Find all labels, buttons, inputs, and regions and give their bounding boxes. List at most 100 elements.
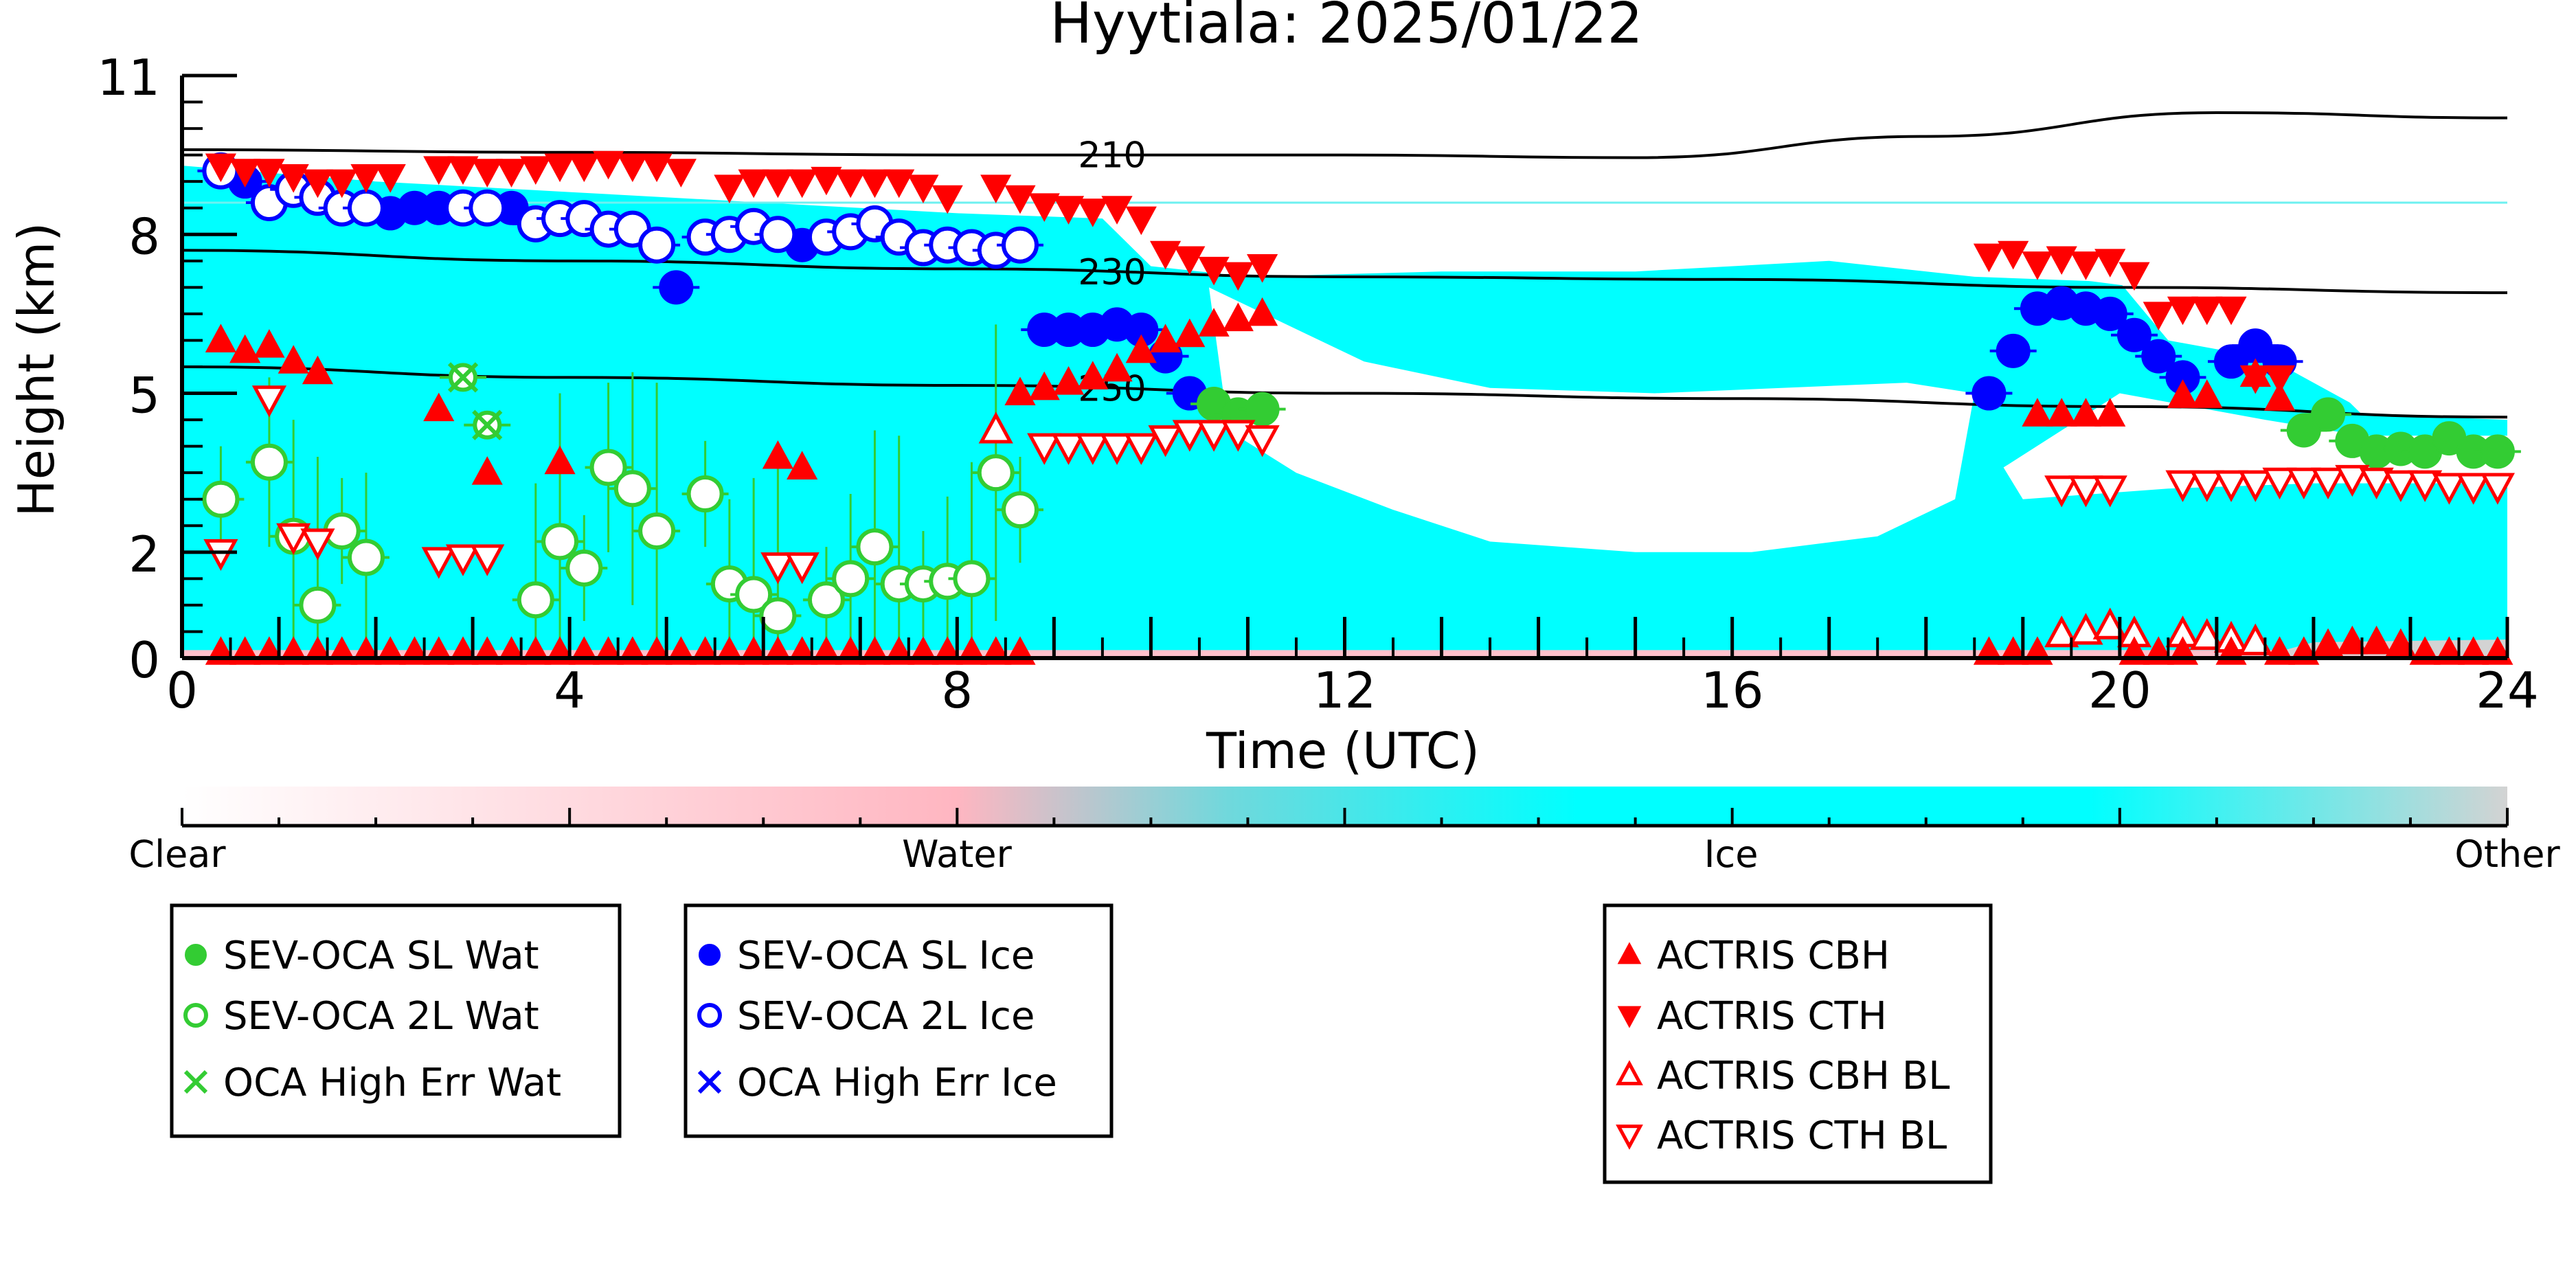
marker-actris-cth (617, 153, 648, 183)
marker-actris-cth (447, 156, 479, 185)
data-markers (197, 150, 2521, 665)
marker-actris-cth (2143, 302, 2174, 331)
marker-actris-cth (1004, 185, 1036, 214)
legend-label-actris-cth-bl: ACTRIS CTH BL (1657, 1114, 1947, 1158)
legend-marker-actris-cth-bl (1616, 1125, 1643, 1150)
marker-actris-cth (1149, 240, 1182, 270)
marker-actris-cbh (278, 345, 309, 374)
marker-actris-cbh (544, 445, 576, 475)
marker-sev-oca-sl-wat (2311, 397, 2346, 432)
marker-actris-cbh (229, 334, 261, 363)
marker-actris-cbh (1028, 371, 1060, 400)
legend-marker-actris-cbh (1617, 942, 1642, 964)
marker-sev-oca-sl-ice (659, 270, 694, 305)
marker-sev-oca-2l-wat (565, 549, 603, 587)
marker-actris-cth-bl (2480, 473, 2515, 505)
marker-actris-cbh (2070, 398, 2102, 427)
marker-sev-oca-2l-ice (347, 189, 385, 227)
marker-actris-cbh (1198, 308, 1230, 337)
marker-actris-cbh-bl (2068, 613, 2103, 645)
x-tick-label: 0 (166, 662, 198, 719)
marker-actris-cth (495, 159, 528, 188)
marker-actris-cbh (787, 451, 818, 479)
legend-label-sev-oca-sl-wat: SEV-OCA SL Wat (223, 934, 539, 978)
marker-actris-cth-bl (2262, 467, 2297, 499)
marker-actris-cth-bl (421, 547, 456, 579)
y-tick-label: 0 (128, 631, 160, 689)
marker-actris-cth (2070, 251, 2102, 280)
marker-actris-cth-bl (1099, 433, 1135, 465)
marker-actris-cth-bl (2213, 470, 2249, 502)
marker-sev-oca-sl-wat (2286, 413, 2321, 448)
marker-sev-oca-2l-wat (299, 586, 337, 624)
marker-oca-high-err-wat (472, 409, 503, 440)
marker-sev-oca-sl-ice (1971, 376, 2007, 411)
y-tick-label: 5 (128, 367, 160, 425)
y-tick-label: 2 (128, 526, 160, 583)
legend-marker-actris-cbh-bl (1616, 1060, 1643, 1085)
marker-actris-cth (787, 169, 818, 199)
marker-actris-cth (2215, 296, 2247, 326)
legend-box-water (170, 903, 622, 1138)
marker-actris-cth-bl (1148, 425, 1183, 457)
legends: SEV-OCA SL Wat SEV-OCA 2L Wat OCA High Err… (170, 903, 1993, 1184)
marker-actris-cbh (1052, 366, 1085, 395)
x-axis-label: Time (UTC) (1206, 722, 1480, 780)
marker-actris-cbh (1077, 361, 1109, 389)
marker-sev-oca-2l-wat (202, 480, 240, 518)
marker-actris-cth (1028, 193, 1060, 222)
marker-actris-cbh-bl (2092, 607, 2127, 640)
x-tick-label: 8 (941, 662, 973, 719)
marker-sev-oca-2l-ice (759, 216, 797, 253)
marker-actris-cth (1174, 246, 1206, 275)
marker-actris-cth-bl (2092, 475, 2127, 508)
marker-actris-cth (907, 174, 939, 203)
legend-label-sev-oca-sl-ice: SEV-OCA SL Ice (737, 934, 1035, 978)
y-tick-label: 8 (128, 207, 160, 265)
marker-sev-oca-2l-wat (759, 597, 797, 635)
legend-marker-actris-cth (1617, 1006, 1642, 1028)
marker-actris-cth (205, 153, 236, 183)
marker-sev-oca-sl-ice (2141, 339, 2176, 374)
marker-sev-oca-2l-wat (589, 449, 627, 486)
legend-marker-sev-oca-sl-ice (699, 944, 721, 966)
contour-line-250 (181, 365, 2508, 419)
colorbar: Clear Water Ice Other (128, 787, 2560, 876)
marker-sev-oca-sl-wat (2480, 434, 2515, 469)
marker-actris-cbh (1004, 376, 1036, 406)
marker-actris-cth-bl (2238, 470, 2273, 502)
marker-sev-oca-2l-wat (953, 560, 991, 598)
marker-sev-oca-sl-ice (2092, 296, 2127, 331)
marker-actris-cth (883, 169, 915, 199)
marker-actris-cbh (1174, 318, 1206, 348)
marker-actris-cth-bl (2068, 475, 2103, 508)
x-tick-label: 24 (2476, 662, 2539, 719)
marker-actris-cth (2239, 365, 2271, 394)
marker-actris-cbh-bl (2238, 623, 2273, 655)
marker-sev-oca-2l-ice (468, 189, 506, 227)
marker-actris-cth (2046, 246, 2077, 275)
marker-sev-oca-2l-wat (347, 539, 385, 576)
colorbar-label-ice: Ice (1704, 833, 1759, 876)
marker-actris-cbh (2191, 379, 2223, 408)
marker-actris-cth-bl (2408, 470, 2443, 502)
axes: 0 2 5 8 11 0 4 8 12 16 20 24 (97, 49, 2538, 719)
contour-label-210: 210 (1078, 135, 1146, 177)
x-tick-label: 20 (2088, 662, 2151, 719)
marker-actris-cbh (205, 324, 236, 352)
marker-actris-cth-bl (445, 544, 481, 576)
marker-actris-cth (2191, 296, 2223, 326)
marker-actris-cbh (762, 440, 793, 469)
cloud-mask-clear-top (182, 76, 2507, 415)
marker-actris-cth (2167, 296, 2199, 326)
legend-label-actris-cbh-bl: ACTRIS CBH BL (1657, 1054, 1950, 1098)
marker-actris-cbh-bl (2189, 618, 2224, 651)
x-tick-label: 16 (1701, 662, 1764, 719)
marker-actris-cbh (1149, 324, 1182, 352)
marker-actris-cth (278, 163, 309, 193)
marker-actris-cth-bl (1051, 433, 1086, 465)
legend-marker-oca-high-err-wat (183, 1070, 208, 1094)
legend-box-actris (1603, 903, 1993, 1184)
marker-actris-cth (2263, 365, 2296, 394)
